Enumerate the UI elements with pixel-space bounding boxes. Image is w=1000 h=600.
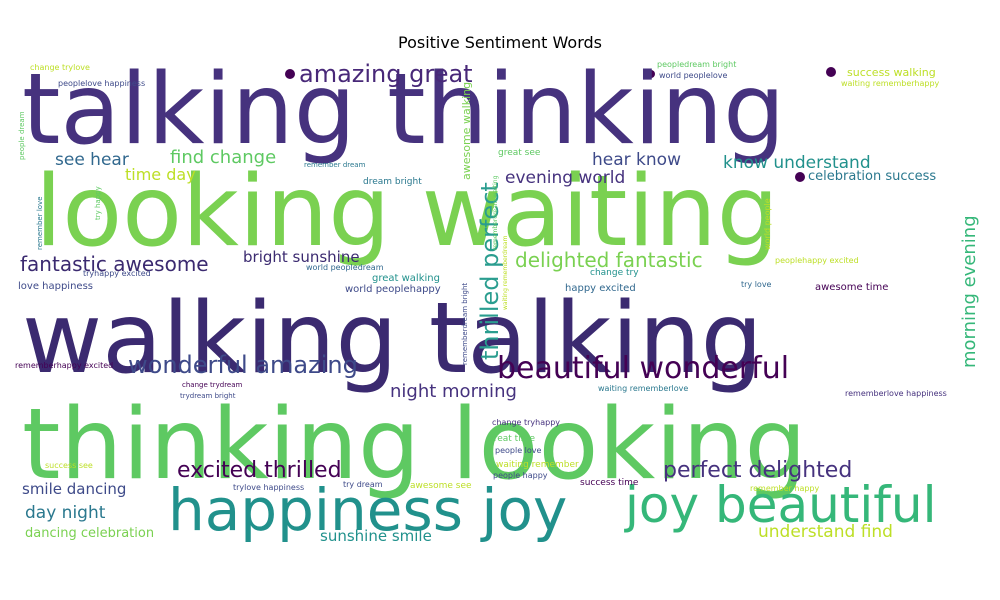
word-beautiful-wonderful: beautiful wonderful xyxy=(497,351,789,386)
word-trylove-happiness: trylove happiness xyxy=(233,483,304,492)
word-time-day: time day xyxy=(125,165,196,184)
word-peoplehappy-excited: peoplehappy excited xyxy=(775,256,859,265)
word-peoplelove-happiness: peoplelove happiness xyxy=(58,79,145,88)
glyph-dot xyxy=(795,172,805,182)
word-try-happy: try happy xyxy=(94,186,102,220)
word-wonderful-amazing: wonderful amazing xyxy=(128,351,358,379)
chart-title: Positive Sentiment Words xyxy=(397,33,602,52)
word-perfect-delighted: perfect delighted xyxy=(663,458,852,483)
word-dancing-celebration: dancing celebration xyxy=(25,526,154,541)
word-peopledream-bright: peopledream bright xyxy=(657,60,736,69)
word-people-happy: people happy xyxy=(493,471,548,480)
word-day-night: day night xyxy=(25,503,106,523)
word-world-peoplehappy: world peoplehappy xyxy=(345,284,441,295)
word-rememberlove-happiness: rememberlove happiness xyxy=(845,389,947,398)
word-tryhappy-excited: tryhappy excited xyxy=(83,269,151,278)
word-evening-world: evening world xyxy=(505,168,625,188)
glyph-dot xyxy=(826,67,836,77)
word-world-peopledream: world peopledream xyxy=(306,263,384,272)
word-walking-talking: walking talking xyxy=(22,282,763,396)
word-remember-dream: remember dream xyxy=(304,161,366,169)
word-remember-happy: remember happy xyxy=(750,484,820,493)
glyph-dot xyxy=(285,69,295,79)
word-smile-dancing: smile dancing xyxy=(22,480,126,498)
word-change-tryhappy: change tryhappy xyxy=(492,418,560,427)
word-understand-find: understand find xyxy=(758,522,893,542)
word-awesome-time: awesome time xyxy=(815,282,888,293)
word-morning-evening: morning evening xyxy=(959,215,980,368)
word-happy-excited: happy excited xyxy=(565,283,636,294)
word-know-understand: know understand xyxy=(723,153,871,173)
word-dream-bright: dream bright xyxy=(363,177,422,187)
word-great-see: great see xyxy=(498,148,541,158)
word-amazing-great: amazing great xyxy=(299,60,473,88)
word-talking-thinking: talking thinking xyxy=(22,53,785,167)
word-success-walking: success walking xyxy=(847,66,936,79)
word-happiness-joy: happiness joy xyxy=(168,476,567,544)
word-love-happiness: love happiness xyxy=(18,281,93,292)
word-people-dream: people dream xyxy=(18,111,26,160)
word-success-time: success time xyxy=(580,478,639,488)
word-awesome-walking: awesome walking xyxy=(460,82,473,180)
word-try-dream: try dream xyxy=(343,480,383,489)
word-change-try: change try xyxy=(590,268,639,278)
word-waiting-remember: waiting remember xyxy=(496,460,579,470)
word-excited-thrilled: excited thrilled xyxy=(177,458,342,483)
word-bright-sunshine: bright sunshine xyxy=(243,248,360,266)
word-change-trylove: change trylove xyxy=(30,63,90,72)
word-awesome-see: awesome see xyxy=(410,481,472,491)
word-waiting-rememberlove: waiting rememberlove xyxy=(598,384,688,393)
word-waiting-rememberhappy: waiting rememberhappy xyxy=(841,79,940,88)
glyph-dot xyxy=(647,70,655,78)
word-great-walking: great walking xyxy=(372,273,440,284)
word-remember-love: remember love xyxy=(36,196,44,250)
word-delighted-fantastic: delighted fantastic xyxy=(515,248,703,272)
word-try-love: try love xyxy=(741,280,772,289)
word-sunshine-smile: sunshine smile xyxy=(320,527,432,545)
word-fantastic-awesome: fantastic awesome xyxy=(20,252,209,276)
word-night-morning: night morning xyxy=(390,381,517,402)
word-rememberhappy-excited: rememberhappy excited xyxy=(15,361,113,370)
word-looking-waiting: looking waiting xyxy=(35,155,779,269)
word-change-trydream: change trydream xyxy=(182,381,243,389)
word-find-change: find change xyxy=(170,147,276,168)
word-trydream-bright: trydream bright xyxy=(180,392,236,400)
word-joy-beautiful: joy beautiful xyxy=(624,476,936,534)
word-thinking-looking: thinking looking xyxy=(22,388,807,502)
word-success-see: success see xyxy=(45,461,93,470)
word-rememberdream-waiting: rememberdream waiting xyxy=(492,175,499,250)
word-see-hear: see hear xyxy=(55,150,129,170)
word-rememberdream-bright: rememberdream bright xyxy=(461,283,469,365)
word-world-people: world people xyxy=(763,198,772,250)
word-celebration-success: celebration success xyxy=(808,169,936,184)
word-hear-know: hear know xyxy=(592,150,681,170)
word-people-love: people love xyxy=(495,446,542,455)
word-thrilled-perfect: thrilled perfect xyxy=(476,182,504,360)
word-waiting-rememberdream: waiting rememberdream xyxy=(502,235,509,310)
word-great-time: great time xyxy=(488,434,535,444)
word-world-peoplelove: world peoplelove xyxy=(659,71,728,80)
